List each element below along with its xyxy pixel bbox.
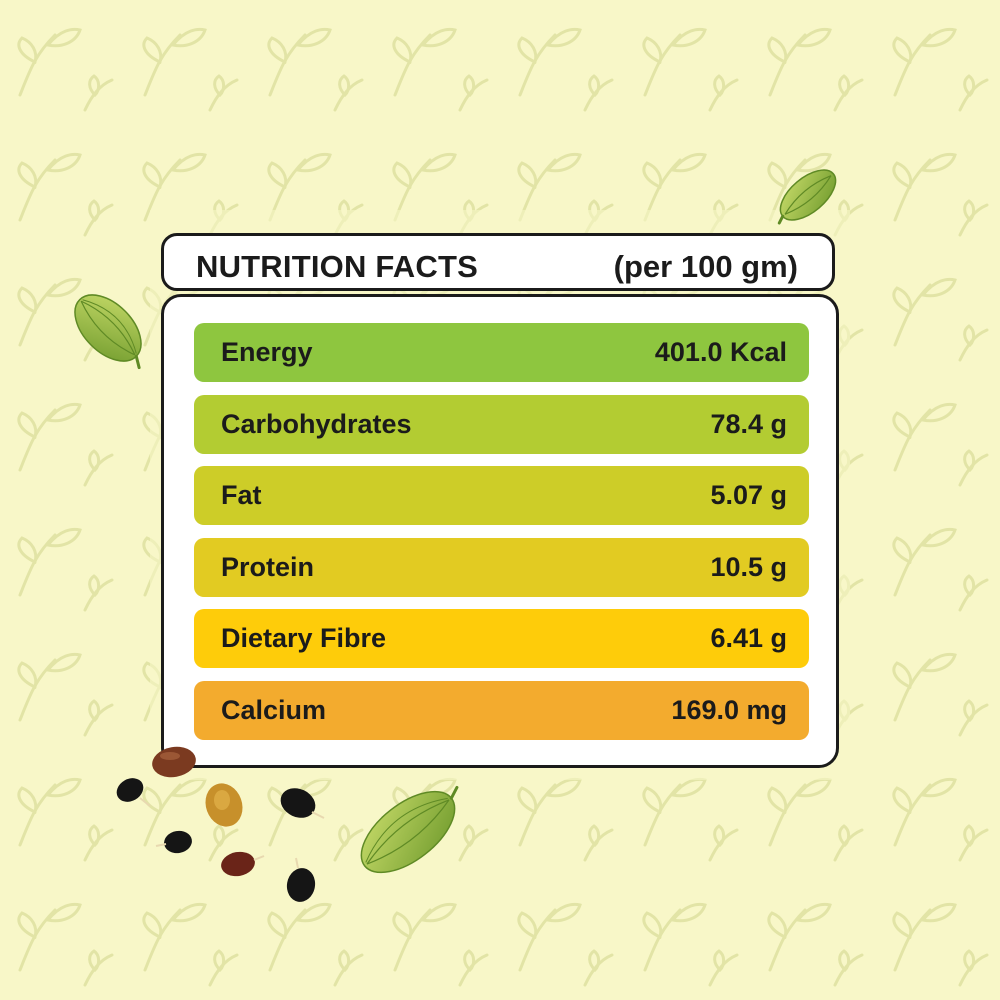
nutrient-row-carbohydrates: Carbohydrates 78.4 g bbox=[194, 395, 809, 454]
header-title: NUTRITION FACTS bbox=[196, 249, 478, 284]
nutrient-row-dietary-fibre: Dietary Fibre 6.41 g bbox=[194, 609, 809, 668]
serving-unit: (per 100 gm) bbox=[613, 249, 798, 284]
nutrient-value: 6.41 g bbox=[710, 623, 787, 653]
nutrient-row-protein: Protein 10.5 g bbox=[194, 538, 809, 597]
nutrient-label: Carbohydrates bbox=[221, 409, 412, 439]
nutrient-label: Energy bbox=[221, 337, 313, 367]
nutrient-label: Dietary Fibre bbox=[221, 623, 387, 653]
nutrient-label: Protein bbox=[221, 552, 315, 582]
nutrient-row-calcium: Calcium 169.0 mg bbox=[194, 681, 809, 740]
nutrient-value: 401.0 Kcal bbox=[654, 337, 787, 367]
nutrition-table: Energy 401.0 Kcal Carbohydrates 78.4 g F… bbox=[161, 294, 839, 768]
nutrient-row-energy: Energy 401.0 Kcal bbox=[194, 323, 809, 382]
nutrition-header: NUTRITION FACTS (per 100 gm) bbox=[161, 233, 835, 291]
nutrient-value: 78.4 g bbox=[710, 409, 787, 439]
nutrient-value: 169.0 mg bbox=[671, 695, 787, 725]
nutrient-row-fat: Fat 5.07 g bbox=[194, 466, 809, 525]
nutrient-label: Calcium bbox=[221, 695, 327, 725]
nutrient-value: 10.5 g bbox=[710, 552, 787, 582]
nutrient-label: Fat bbox=[221, 480, 262, 510]
nutrient-value: 5.07 g bbox=[710, 480, 787, 510]
